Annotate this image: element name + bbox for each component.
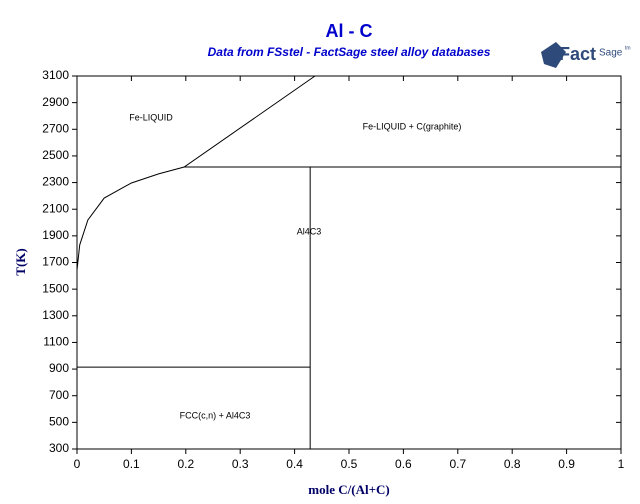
y-tick-label: 300	[49, 441, 69, 455]
logo: Fact Sage tm	[541, 42, 631, 68]
region-label: Al4C3	[297, 226, 322, 236]
y-tick-label: 2700	[42, 121, 69, 135]
y-tick-label: 2100	[42, 201, 69, 215]
x-axis-label: mole C/(Al+C)	[308, 482, 389, 497]
y-tick-label: 900	[49, 361, 69, 375]
logo-sub: Sage	[599, 48, 623, 59]
x-tick-label: 0.5	[341, 457, 358, 471]
logo-main: Fact	[559, 44, 596, 64]
y-tick-label: 2900	[42, 95, 69, 109]
phase-boundary	[76, 75, 316, 271]
y-tick-label: 1300	[42, 308, 69, 322]
y-tick-label: 2300	[42, 175, 69, 189]
y-tick-label: 700	[49, 388, 69, 402]
chart-title: Al - C	[326, 21, 373, 41]
plot-frame	[76, 75, 622, 450]
logo-mark: tm	[625, 45, 631, 51]
x-tick-label: 0.8	[504, 457, 521, 471]
y-tick-label: 3100	[42, 68, 69, 82]
x-tick-label: 0.6	[395, 457, 412, 471]
y-tick-label: 2500	[42, 148, 69, 162]
chart-subtitle: Data from FSstel - FactSage steel alloy …	[208, 45, 491, 59]
x-tick-label: 0.7	[449, 457, 466, 471]
x-tick-label: 0	[74, 457, 81, 471]
x-tick-label: 0.4	[286, 457, 303, 471]
x-tick-label: 0.3	[232, 457, 249, 471]
y-axis-label: T(K)	[13, 248, 28, 275]
x-tick-label: 0.9	[558, 457, 575, 471]
x-tick-label: 0.1	[123, 457, 140, 471]
region-label: Fe-LIQUID	[129, 112, 173, 122]
y-tick-label: 500	[49, 415, 69, 429]
logo-icon	[541, 42, 566, 68]
y-tick-label: 1700	[42, 255, 69, 269]
region-label: Fe-LIQUID + C(graphite)	[363, 121, 462, 131]
x-tick-label: 0.2	[177, 457, 194, 471]
x-tick-label: 1	[618, 457, 625, 471]
y-tick-label: 1100	[43, 335, 69, 349]
y-tick-label: 1900	[42, 228, 69, 242]
region-label: FCC(c,n) + Al4C3	[180, 410, 251, 420]
y-tick-label: 1500	[42, 281, 69, 295]
